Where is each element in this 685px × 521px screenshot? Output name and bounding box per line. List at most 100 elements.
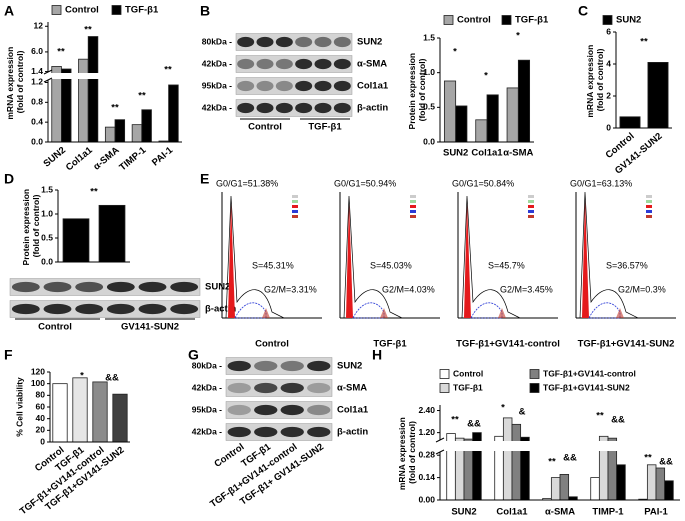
s-phase [588, 302, 621, 319]
legend-label: TGF-β1 [453, 382, 483, 392]
s-phase [234, 302, 267, 319]
bar [87, 36, 99, 143]
flow-panel [457, 192, 558, 319]
significance: && [467, 419, 481, 430]
panel-label: E [200, 171, 209, 187]
legend-label: Control [453, 368, 483, 378]
band-label: SUN2 [357, 37, 382, 48]
blot-band [138, 303, 167, 315]
y-tick-label: 0.5 [423, 102, 435, 112]
y-tick-label: 40 [36, 413, 46, 423]
axis-break [48, 73, 183, 79]
flow-legend-key [410, 200, 416, 203]
band-label: SUN2 [205, 282, 230, 293]
g1-peak [228, 200, 235, 318]
flow-legend-key [410, 210, 416, 213]
significance: * [516, 31, 520, 42]
blot-band [275, 80, 293, 92]
y-axis-label: mRNA expression (fold of control) [397, 415, 417, 490]
x-tick-label: α-SMA [503, 148, 533, 159]
x-tick-label: TIMP-1 [117, 144, 148, 173]
significance: & [519, 407, 526, 418]
fit-curve [579, 191, 639, 319]
lane-label: Control [212, 442, 246, 470]
x-tick-label: TIMP-1 [592, 507, 624, 518]
blot-band [256, 102, 274, 114]
g2m-label: G2/M=3.31% [264, 284, 317, 294]
significance: * [501, 403, 505, 414]
flow-label: Control [255, 339, 289, 350]
bar [61, 68, 72, 143]
y-tick-label: 0.00 [418, 494, 435, 504]
g2m-label: G2/M=0.3% [618, 284, 666, 294]
band-label: β-actin [337, 427, 368, 438]
significance: && [659, 457, 673, 468]
flow-legend-key [292, 195, 298, 198]
group-label: Control [38, 322, 72, 333]
bar [92, 381, 108, 443]
bar [168, 84, 179, 143]
significance: ** [138, 91, 146, 102]
legend-swatch [51, 5, 62, 15]
flow-legend-key [292, 205, 298, 208]
y-axis-label: mRNA expression (fold of control) [5, 44, 25, 119]
blot-band [333, 58, 351, 70]
legend-swatch [602, 15, 613, 25]
y-tick-label: 0.0 [41, 256, 53, 266]
flow-legend-key [528, 215, 534, 218]
blot-band [295, 36, 313, 48]
blot-band [227, 404, 251, 416]
bar [550, 477, 561, 501]
significance: ** [90, 187, 98, 198]
flow-legend-key [528, 195, 534, 198]
bar [559, 473, 570, 501]
bar [112, 393, 128, 443]
flow-legend-key [410, 215, 416, 218]
legend-swatch [111, 5, 122, 15]
legend-swatch [501, 15, 512, 25]
blot-band [314, 102, 332, 114]
y-tick-label: 0.28 [418, 449, 435, 459]
blot-band [11, 303, 40, 315]
fit-curve [461, 195, 521, 319]
significance: && [105, 373, 119, 384]
significance: ** [596, 411, 604, 422]
x-tick-label: SUN2 [451, 507, 476, 518]
g1-peak [582, 196, 589, 318]
flow-legend-key [528, 210, 534, 213]
y-tick-label: 0.5 [41, 232, 53, 242]
blot-band [227, 426, 251, 438]
panel-label: H [372, 347, 382, 363]
blot-band [237, 58, 255, 70]
legend-swatch [439, 369, 450, 379]
blot-band [43, 281, 72, 293]
blot-band [295, 80, 313, 92]
bar [72, 377, 88, 443]
blot-band [307, 426, 331, 438]
y-tick-label: 1.5 [41, 184, 53, 194]
blot-strip [225, 401, 333, 419]
blot-band [314, 36, 332, 48]
blot-band [227, 360, 251, 372]
panel-label: C [578, 3, 588, 19]
flow-legend-key [646, 215, 652, 218]
y-tick-label: 80 [36, 390, 46, 400]
bar [664, 480, 674, 501]
g2m-label: G2/M=4.03% [382, 284, 435, 294]
bar [443, 80, 457, 143]
flow-legend-key [646, 195, 652, 198]
y-axis-label: % Cell viability [14, 377, 24, 437]
blot-strip [225, 357, 333, 375]
y-tick-label: 0.14 [418, 472, 435, 482]
g1-peak [464, 200, 471, 318]
bar [646, 464, 657, 501]
blot-band [295, 58, 313, 70]
g0g1-label: G0/G1=51.38% [216, 178, 278, 188]
y-tick-label: 1.2 [31, 77, 43, 87]
ladder-label: 42kDa - [192, 426, 222, 436]
band-label: Col1a1 [357, 81, 389, 92]
significance: ** [451, 415, 459, 426]
legend-swatch [443, 15, 454, 25]
group-label: Control [248, 122, 282, 133]
